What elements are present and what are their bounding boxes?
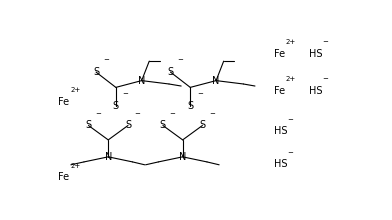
Text: −: − [170,111,176,117]
Text: −: − [322,76,328,82]
Text: N: N [138,76,145,86]
Text: −: − [103,57,109,63]
Text: 2+: 2+ [286,76,296,82]
Text: S: S [167,67,174,77]
Text: −: − [177,57,183,63]
Text: S: S [160,121,166,130]
Text: HS: HS [274,160,287,169]
Text: −: − [209,111,215,117]
Text: HS: HS [309,86,322,96]
Text: S: S [93,67,99,77]
Text: S: S [85,121,92,130]
Text: S: S [187,101,193,111]
Text: HS: HS [309,48,322,59]
Text: −: − [287,150,293,156]
Text: N: N [179,152,186,162]
Text: −: − [123,91,129,97]
Text: S: S [125,121,131,130]
Text: S: S [200,121,205,130]
Text: 2+: 2+ [70,87,80,93]
Text: −: − [197,91,203,97]
Text: −: − [95,111,101,117]
Text: −: − [322,39,328,45]
Text: N: N [212,76,220,86]
Text: Fe: Fe [58,172,69,182]
Text: S: S [113,101,119,111]
Text: 2+: 2+ [70,163,80,169]
Text: Fe: Fe [58,97,69,107]
Text: N: N [105,152,112,162]
Text: −: − [135,111,141,117]
Text: HS: HS [274,126,287,136]
Text: Fe: Fe [274,86,285,96]
Text: Fe: Fe [274,48,285,59]
Text: −: − [287,117,293,123]
Text: 2+: 2+ [286,39,296,45]
